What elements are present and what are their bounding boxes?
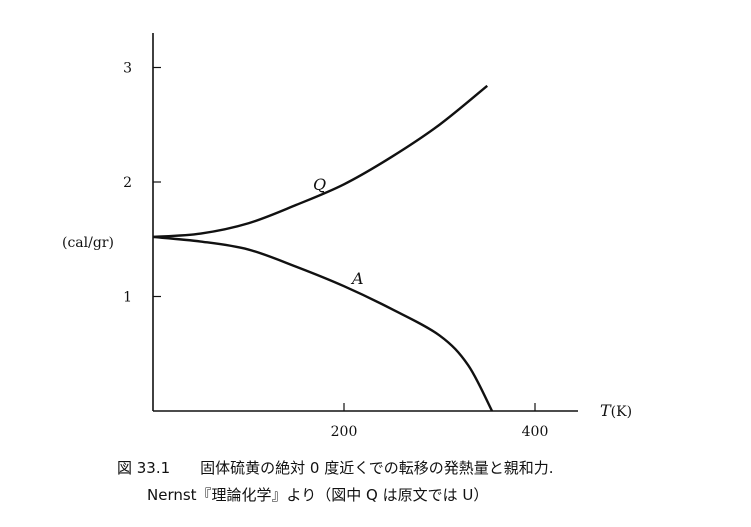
series-label-Q: Q	[313, 175, 326, 194]
y-axis-label: (cal/gr)	[62, 235, 114, 251]
y-tick-label: 1	[123, 290, 132, 306]
x-tick-label: 200	[331, 424, 358, 440]
caption-line-2: Nernst『理論化学』より（図中 Q は原文では U）	[147, 486, 489, 504]
x-axis-label: T(K)	[600, 401, 632, 420]
x-tick-label: 400	[522, 424, 549, 440]
series-label-A: A	[350, 269, 364, 288]
series-line-Q	[152, 84, 489, 239]
y-tick-label: 3	[123, 61, 132, 77]
caption-line-1: 図 33.1 固体硫黄の絶対 0 度近くでの転移の発熱量と親和力.	[117, 459, 554, 477]
y-tick-label: 2	[123, 175, 132, 191]
series-line-A	[152, 235, 494, 412]
